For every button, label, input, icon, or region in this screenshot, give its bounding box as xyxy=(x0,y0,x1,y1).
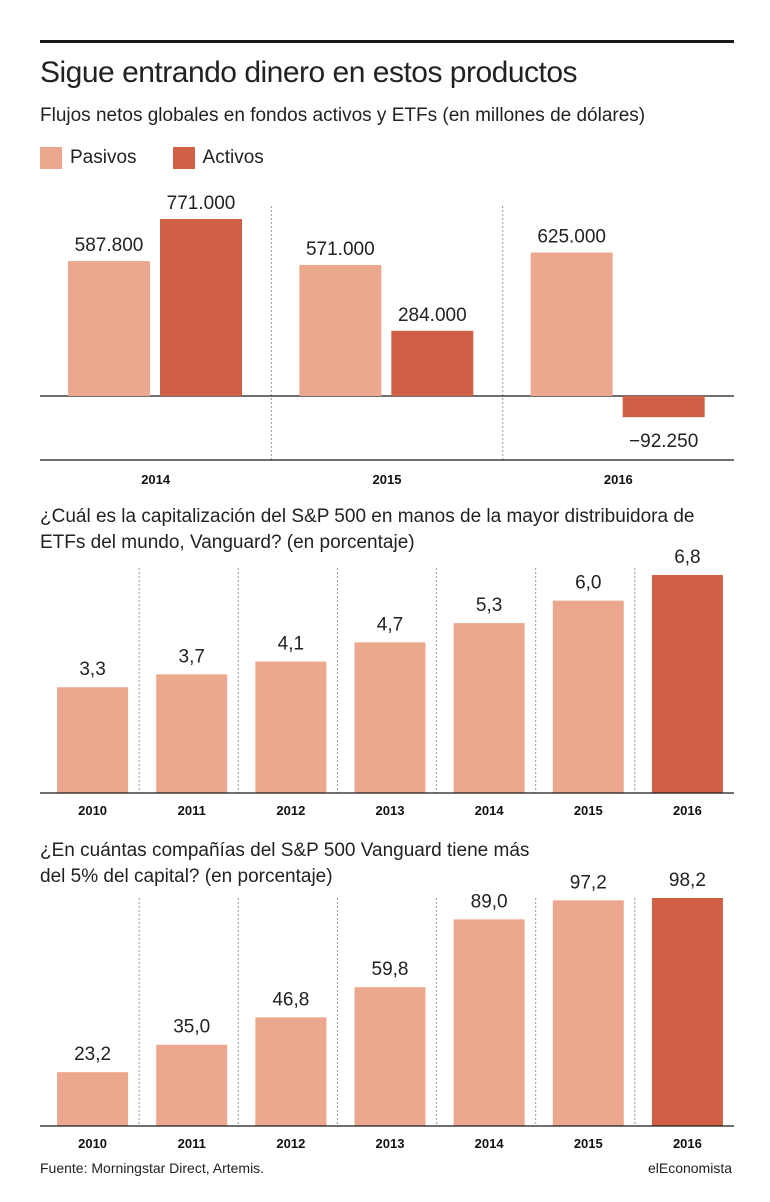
chart2-label-2012: 4,1 xyxy=(278,634,304,655)
page-subtitle: Flujos netos globales en fondos activos … xyxy=(40,105,646,126)
page-title: Sigue entrando dinero en estos productos xyxy=(40,56,578,89)
chart2-bar-2013 xyxy=(354,642,426,793)
chart1-label-pasivos-2016: 625.000 xyxy=(537,227,606,248)
chart2-label-2010: 3,3 xyxy=(79,659,105,680)
chart1-bar-activos-2015 xyxy=(391,330,474,396)
chart3-bar-2014 xyxy=(453,919,525,1126)
chart3-bar-2013 xyxy=(354,987,426,1126)
chart3-label-2010: 23,2 xyxy=(74,1044,111,1065)
legend-item-pasivos: Pasivos xyxy=(40,147,137,169)
chart2-tick-2013: 2013 xyxy=(376,803,405,818)
chart3-tick-2014: 2014 xyxy=(475,1136,505,1151)
chart1-bar-pasivos-2016 xyxy=(530,252,613,396)
chart2-tick-2012: 2012 xyxy=(276,803,305,818)
chart3-bar-2015 xyxy=(552,900,624,1126)
chart2-tick-2011: 2011 xyxy=(178,803,206,818)
legend-item-activos: Activos xyxy=(172,147,264,169)
chart2-bar-2010 xyxy=(57,687,129,793)
chart1-bar-pasivos-2014 xyxy=(68,261,150,396)
chart2-label-2016: 6,8 xyxy=(674,547,700,568)
chart1-label-activos-2015: 284.000 xyxy=(398,305,467,326)
chart3-label-2011: 35,0 xyxy=(173,1017,210,1038)
chart1-label-activos-2016: −92.250 xyxy=(629,431,698,452)
legend-label-activos: Activos xyxy=(202,147,264,168)
legend-swatch-activos xyxy=(172,147,195,169)
chart1-tick-2015: 2015 xyxy=(373,472,402,487)
legend-swatch-pasivos xyxy=(40,147,62,169)
chart3-bar-2010 xyxy=(57,1072,129,1126)
chart2-label-2015: 6,0 xyxy=(575,573,601,594)
chart3-tick-2010: 2010 xyxy=(78,1136,107,1151)
legend: Pasivos Activos xyxy=(40,146,300,170)
chart2-bar-2011 xyxy=(156,674,228,793)
chart2-label-2014: 5,3 xyxy=(476,595,502,616)
chart2-bar-2014 xyxy=(453,623,525,793)
chart2-bar-2016 xyxy=(651,575,723,793)
source-note: Fuente: Morningstar Direct, Artemis. xyxy=(40,1160,265,1176)
chart3-label-2016: 98,2 xyxy=(669,870,706,891)
chart2-tick-2015: 2015 xyxy=(574,803,603,818)
chart3-tick-2012: 2012 xyxy=(276,1136,305,1151)
chart3-tick-2011: 2011 xyxy=(178,1136,206,1151)
chart3-tick-2015: 2015 xyxy=(574,1136,603,1151)
chart3-tick-2013: 2013 xyxy=(376,1136,405,1151)
chart3-label-2012: 46,8 xyxy=(272,989,309,1010)
chart1-bar-activos-2014 xyxy=(160,219,242,396)
chart3-label-2013: 59,8 xyxy=(372,959,409,980)
chart3-tick-2016: 2016 xyxy=(673,1136,702,1151)
chart3-label-2015: 97,2 xyxy=(570,872,607,893)
chart3-label-2014: 89,0 xyxy=(471,891,508,912)
chart2-bar-2012 xyxy=(255,661,327,793)
chart2-tick-2016: 2016 xyxy=(673,803,702,818)
chart1-tick-2016: 2016 xyxy=(604,472,633,487)
chart3-bar-2016 xyxy=(651,898,723,1126)
chart3-bar-2011 xyxy=(156,1044,228,1126)
chart1-bar-pasivos-2015 xyxy=(299,264,382,396)
chart2-label-2013: 4,7 xyxy=(377,614,403,635)
chart2-question: ¿Cuál es la capitalización del S&P 500 e… xyxy=(40,506,695,553)
chart1-label-pasivos-2015: 571.000 xyxy=(306,239,375,260)
legend-label-pasivos: Pasivos xyxy=(70,147,137,168)
chart2-label-2011: 3,7 xyxy=(179,646,205,667)
chart1-tick-2014: 2014 xyxy=(141,472,171,487)
chart1-bar-activos-2016 xyxy=(622,396,705,418)
brand-logo: elEconomista xyxy=(647,1160,732,1176)
chart1-label-pasivos-2014: 587.800 xyxy=(75,235,144,256)
chart2-bar-2015 xyxy=(552,600,624,793)
top-rule xyxy=(40,40,734,43)
chart2-tick-2010: 2010 xyxy=(78,803,107,818)
chart1-label-activos-2014: 771.000 xyxy=(167,193,236,214)
chart3-question: ¿En cuántas compañías del S&P 500 Vangua… xyxy=(40,840,530,887)
chart3-bar-2012 xyxy=(255,1017,327,1126)
chart2-tick-2014: 2014 xyxy=(475,803,505,818)
